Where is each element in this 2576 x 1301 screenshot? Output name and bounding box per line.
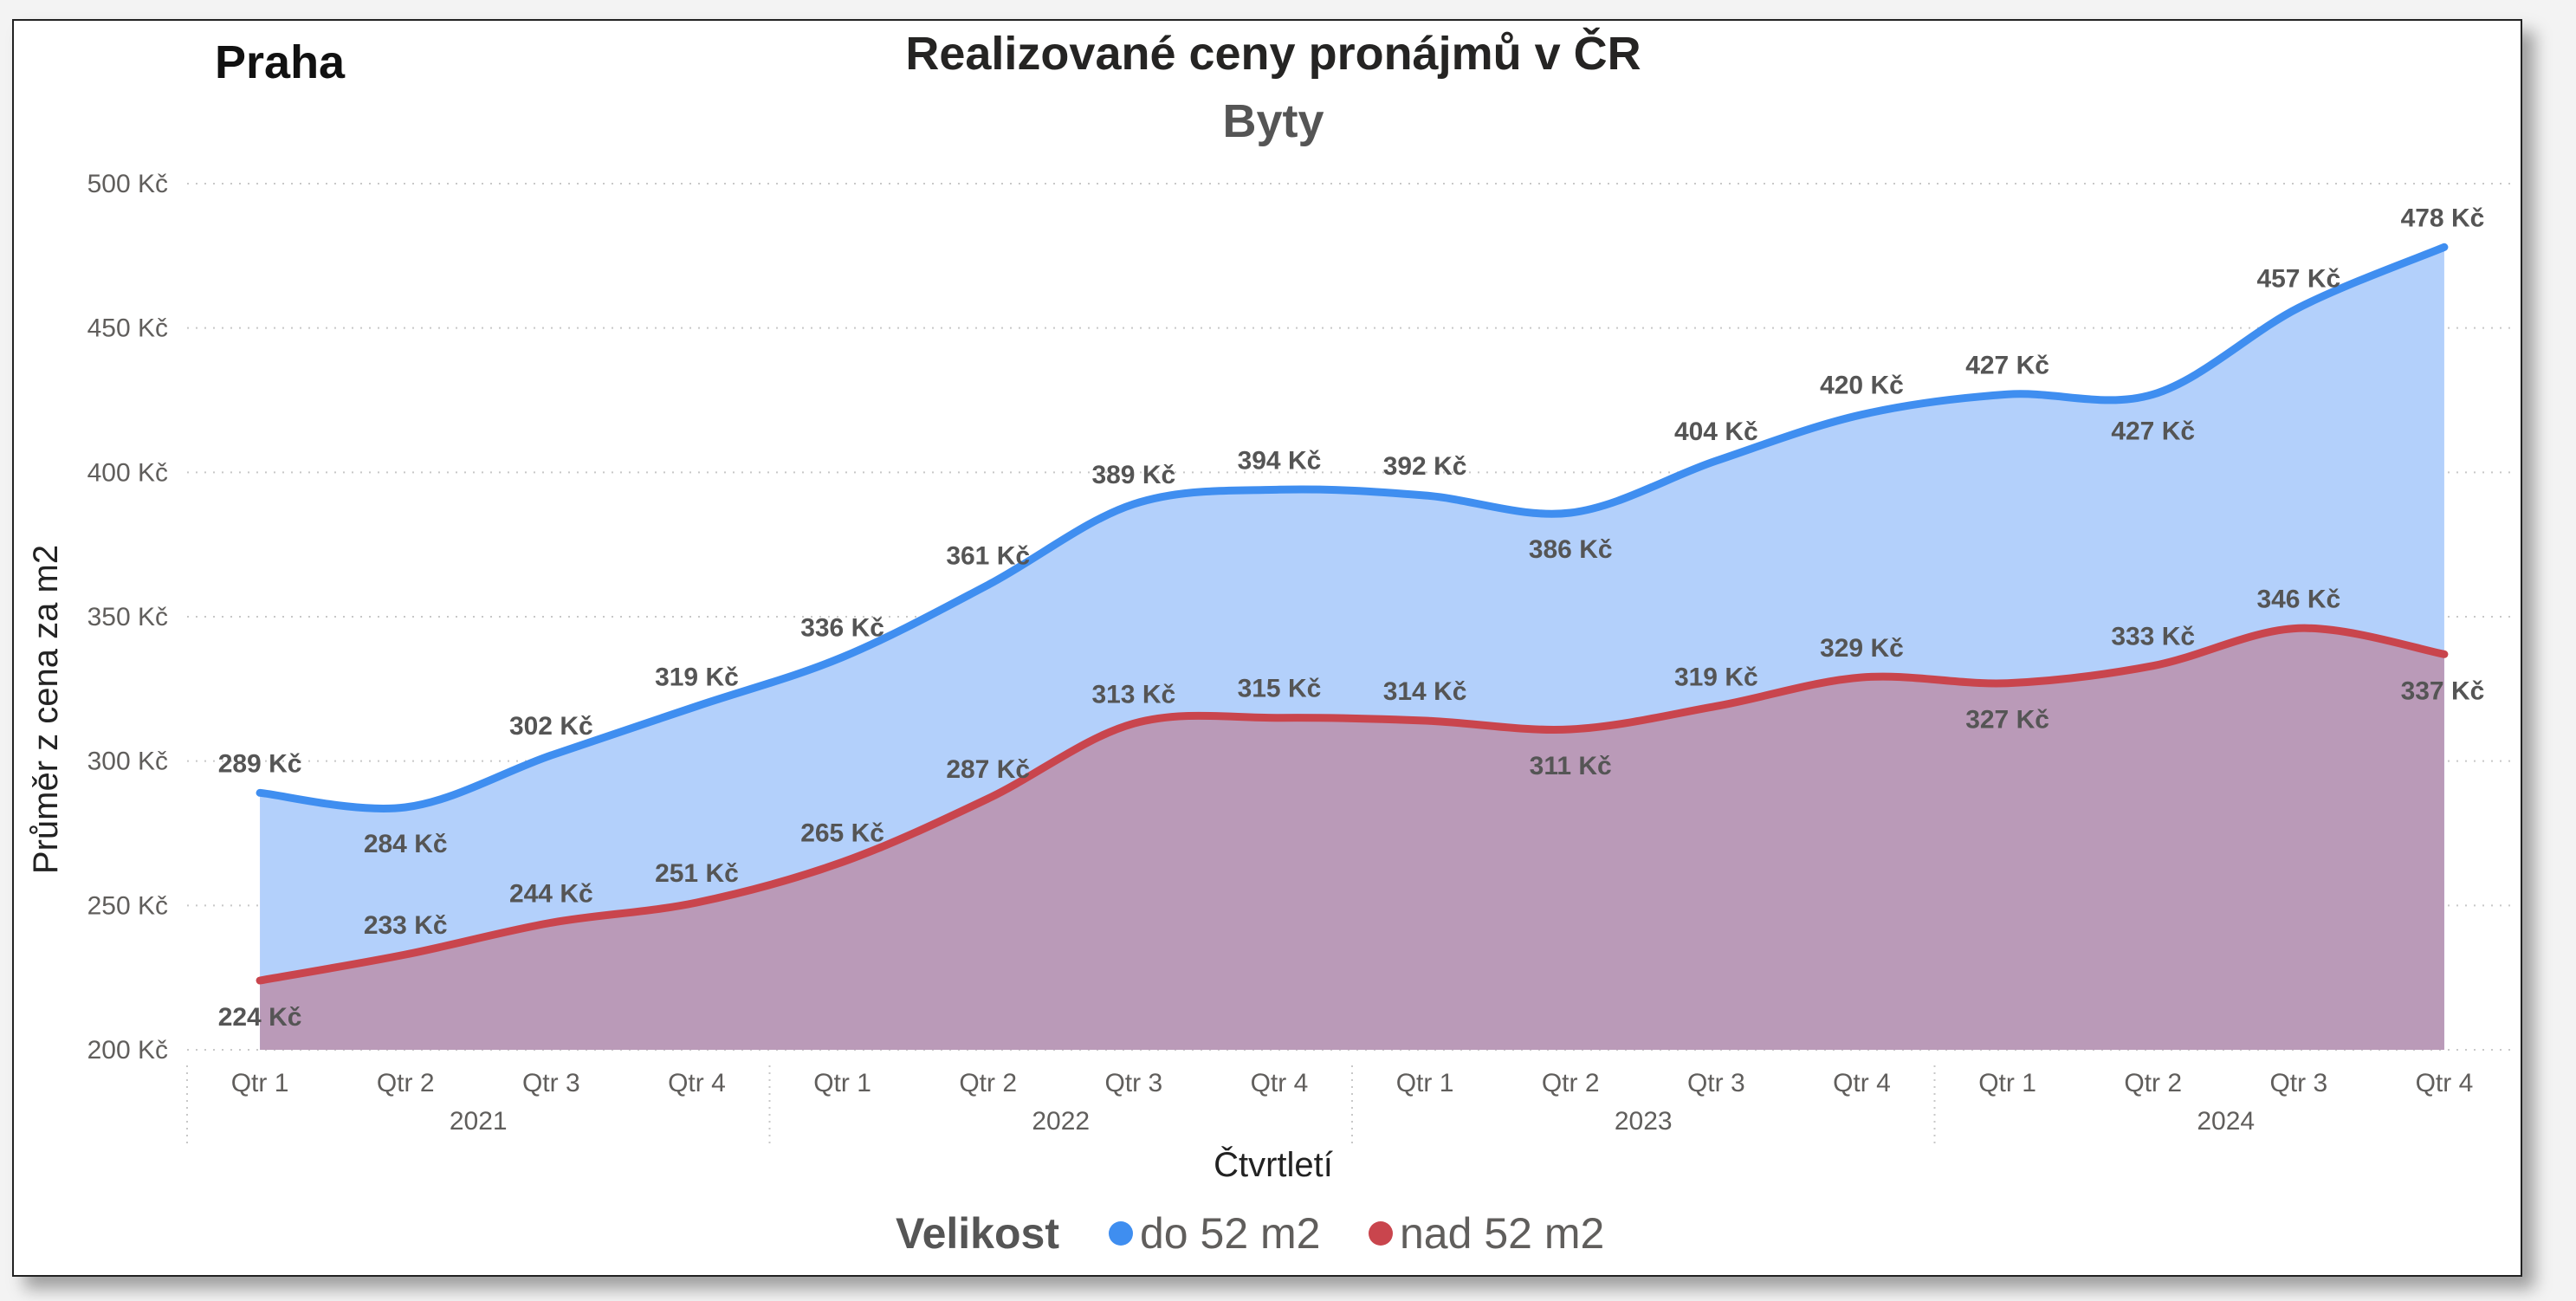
data-label-0: 392 Kč xyxy=(1383,452,1467,481)
y-tick-label: 400 Kč xyxy=(87,458,168,487)
x-tick-label: Qtr 4 xyxy=(1251,1069,1309,1097)
data-label-1: 287 Kč xyxy=(946,755,1030,784)
y-axis-title: Průměr z cena za m2 xyxy=(27,545,65,874)
x-tick-label: Qtr 1 xyxy=(1396,1069,1454,1097)
y-axis-ticks: 200 Kč 250 Kč 300 Kč 350 Kč 400 Kč 450 Kč 500 … xyxy=(87,170,168,1065)
x-tick-label: Qtr 1 xyxy=(813,1069,871,1097)
data-label-0: 302 Kč xyxy=(509,712,593,741)
data-label-0: 361 Kč xyxy=(946,541,1030,570)
data-label-0: 420 Kč xyxy=(1820,372,1904,400)
x-tick-label: Qtr 4 xyxy=(1833,1069,1891,1097)
chart-header-label: Praha xyxy=(215,36,346,88)
y-tick-label: 500 Kč xyxy=(87,170,168,198)
x-year-label: 2022 xyxy=(1032,1107,1090,1136)
data-label-1: 329 Kč xyxy=(1820,634,1904,663)
x-year-label: 2023 xyxy=(1615,1107,1673,1136)
series-line-0 xyxy=(256,243,2449,812)
x-axis-title: Čtvrtletí xyxy=(1214,1145,1333,1184)
series-lines xyxy=(256,243,2449,985)
data-label-1: 346 Kč xyxy=(2256,585,2340,613)
data-label-1: 314 Kč xyxy=(1383,677,1467,706)
x-tick-label: Qtr 2 xyxy=(2124,1069,2182,1097)
series-line-1 xyxy=(256,624,2449,985)
data-label-0: 427 Kč xyxy=(2111,417,2195,445)
data-label-1: 233 Kč xyxy=(364,911,448,940)
data-label-0: 427 Kč xyxy=(1965,351,2049,379)
legend-label-do-52[interactable]: do 52 m2 xyxy=(1140,1209,1320,1258)
legend-marker-nad-52 xyxy=(1369,1221,1393,1246)
x-tick-label: Qtr 4 xyxy=(2416,1069,2474,1097)
legend-title: Velikost xyxy=(896,1209,1059,1258)
data-label-1: 327 Kč xyxy=(1965,706,2049,735)
legend: Velikost do 52 m2 nad 52 m2 xyxy=(896,1209,1604,1258)
x-year-label: 2024 xyxy=(2197,1107,2255,1136)
x-tick-label: Qtr 2 xyxy=(959,1069,1017,1097)
data-label-1: 244 Kč xyxy=(509,879,593,908)
x-tick-label: Qtr 3 xyxy=(522,1069,580,1097)
legend-marker-do-52 xyxy=(1109,1221,1133,1246)
data-label-1: 315 Kč xyxy=(1238,675,1322,703)
series-area-1 xyxy=(260,628,2444,1050)
y-tick-label: 350 Kč xyxy=(87,603,168,631)
series-areas xyxy=(260,247,2444,1050)
x-year-label: 2021 xyxy=(450,1107,508,1136)
data-label-0: 319 Kč xyxy=(655,663,739,691)
data-label-0: 389 Kč xyxy=(1091,461,1175,489)
x-axis-years: 2021 2022 2023 2024 xyxy=(186,1065,2255,1147)
x-tick-label: Qtr 1 xyxy=(1978,1069,2036,1097)
x-tick-label: Qtr 1 xyxy=(231,1069,289,1097)
y-tick-label: 250 Kč xyxy=(87,891,168,920)
y-tick-label: 450 Kč xyxy=(87,314,168,343)
data-label-1: 251 Kč xyxy=(655,859,739,888)
data-label-1: 224 Kč xyxy=(218,1003,302,1032)
data-label-0: 478 Kč xyxy=(2401,204,2485,232)
chart-subtitle: Byty xyxy=(1222,95,1324,147)
data-label-0: 386 Kč xyxy=(1529,535,1613,564)
data-label-0: 394 Kč xyxy=(1238,446,1322,475)
data-label-0: 457 Kč xyxy=(2256,264,2340,293)
data-label-1: 265 Kč xyxy=(800,819,884,847)
data-label-0: 336 Kč xyxy=(800,614,884,643)
chart-title: Realizované ceny pronájmů v ČR xyxy=(905,27,1641,80)
data-label-1: 319 Kč xyxy=(1674,663,1758,691)
chart-card: Praha Realizované ceny pronájmů v ČR Byt… xyxy=(12,19,2522,1277)
x-tick-label: Qtr 3 xyxy=(1104,1069,1162,1097)
x-tick-label: Qtr 3 xyxy=(2269,1069,2327,1097)
x-tick-label: Qtr 3 xyxy=(1687,1069,1745,1097)
x-axis-ticks: Qtr 1 Qtr 2 Qtr 3 Qtr 4 Qtr 1 Qtr 2 Qtr 3 Qtr 4… xyxy=(231,1069,2474,1097)
data-label-0: 289 Kč xyxy=(218,749,302,778)
y-tick-label: 200 Kč xyxy=(87,1036,168,1065)
x-tick-label: Qtr 2 xyxy=(377,1069,435,1097)
data-label-1: 333 Kč xyxy=(2111,623,2195,651)
y-tick-label: 300 Kč xyxy=(87,748,168,776)
chart: Praha Realizované ceny pronájmů v ČR Byt… xyxy=(27,27,2517,1258)
x-tick-label: Qtr 4 xyxy=(668,1069,726,1097)
legend-label-nad-52[interactable]: nad 52 m2 xyxy=(1400,1209,1604,1258)
data-labels: 289 Kč 284 Kč 302 Kč 319 Kč 336 Kč 361 Kč 389 … xyxy=(218,204,2485,1032)
data-label-1: 337 Kč xyxy=(2401,676,2485,705)
data-label-1: 311 Kč xyxy=(1530,752,1612,780)
data-label-0: 404 Kč xyxy=(1674,417,1758,446)
data-label-0: 284 Kč xyxy=(364,830,448,858)
x-tick-label: Qtr 2 xyxy=(1542,1069,1600,1097)
data-label-1: 313 Kč xyxy=(1091,680,1175,709)
